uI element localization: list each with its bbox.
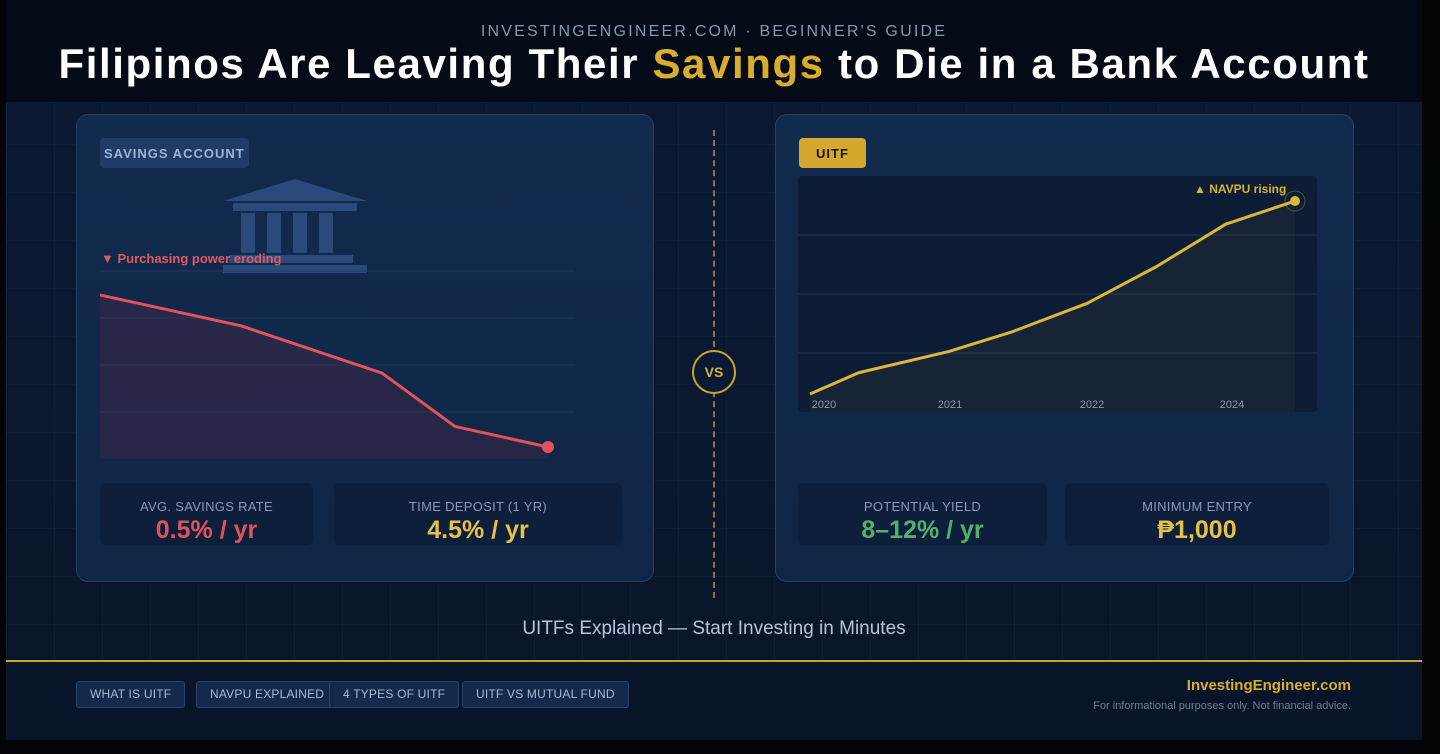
navpu-line: [809, 199, 1296, 396]
topic-chip-uitf-vs-mutual-fund[interactable]: UITF VS MUTUAL FUND: [462, 681, 629, 708]
stat-value: 4.5% / yr: [427, 516, 529, 544]
decline-area: [100, 295, 548, 459]
time-deposit-card: TIME DEPOSIT (1 YR) 4.5% / yr: [334, 483, 622, 545]
minimum-entry-card: MINIMUM ENTRY ₱1,000: [1065, 483, 1329, 545]
title-part-2: to Die in a Bank Account: [824, 40, 1370, 87]
eyebrow-text: INVESTINGENGINEER.COM · BEGINNER'S GUIDE: [480, 23, 948, 40]
bank-icon: [223, 179, 367, 273]
vs-badge: VS: [692, 350, 736, 394]
avg-savings-rate-card: AVG. SAVINGS RATE 0.5% / yr: [100, 483, 313, 545]
disclaimer-text: For informational purposes only. Not fin…: [1093, 700, 1351, 712]
stat-value: 0.5% / yr: [155, 516, 258, 544]
subtitle: UITFs Explained — Start Investing in Min…: [522, 618, 906, 639]
savings-account-tag: SAVINGS ACCOUNT: [100, 138, 249, 168]
brand-link[interactable]: InvestingEngineer.com: [1186, 677, 1351, 694]
stat-label: AVG. SAVINGS RATE: [140, 499, 273, 514]
navpu-endpoint-halo: [1284, 190, 1306, 212]
decline-line: [100, 293, 549, 449]
decline-endpoint: [542, 441, 554, 453]
stat-value: 8–12% / yr: [861, 516, 984, 544]
x-tick-label: 2024: [1220, 399, 1244, 411]
x-tick-label: 2020: [812, 399, 836, 411]
savings-decline-chart: [100, 270, 575, 459]
stat-label: TIME DEPOSIT (1 YR): [408, 499, 548, 514]
uitf-tag: UITF: [799, 138, 866, 168]
potential-yield-card: POTENTIAL YIELD 8–12% / yr: [798, 483, 1047, 545]
topic-chip-navpu-explained[interactable]: NAVPU EXPLAINED: [196, 681, 339, 708]
stat-label: MINIMUM ENTRY: [1142, 499, 1252, 514]
title-part-1: Filipinos Are Leaving Their: [58, 40, 653, 87]
navpu-growth-chart: 2020 2021 2022 2024: [798, 190, 1317, 412]
topic-chip-types-of-uitf[interactable]: 4 TYPES OF UITF: [329, 681, 460, 708]
x-tick-label: 2021: [938, 399, 962, 411]
savings-account-panel: SAVINGS ACCOUNT ▼ Purchasing power erodi…: [76, 114, 654, 582]
navpu-annotation: ▲ NAVPU rising: [1194, 182, 1287, 196]
header-band: [6, 0, 1422, 102]
navpu-area: [810, 201, 1295, 412]
footer-divider: [6, 660, 1422, 662]
stat-value: ₱1,000: [1157, 516, 1237, 544]
stat-label: POTENTIAL YIELD: [863, 499, 982, 514]
topic-chip-what-is-uitf[interactable]: WHAT IS UITF: [76, 681, 186, 708]
title-highlight: Savings: [652, 40, 825, 87]
uitf-panel: UITF 2020 2021 2022 2024 ▲ NAVPU rising POT…: [775, 114, 1354, 582]
navpu-endpoint: [1290, 196, 1300, 206]
page-title: Filipinos Are Leaving Their Savings to D…: [0, 40, 1428, 88]
purchasing-power-annotation: ▼ Purchasing power eroding: [101, 251, 282, 266]
x-tick-label: 2022: [1080, 399, 1104, 411]
